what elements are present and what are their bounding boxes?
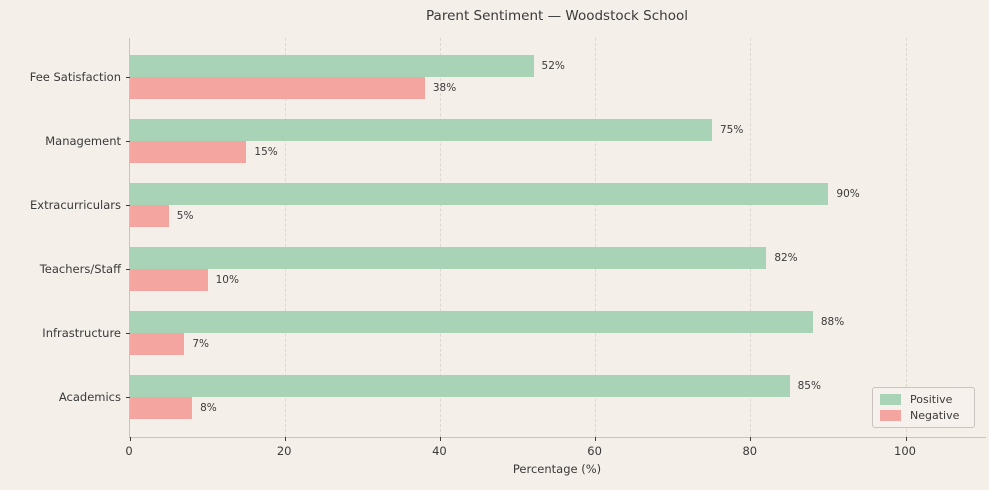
x-tick-label: 80 <box>742 444 758 458</box>
bar-positive <box>130 183 829 205</box>
y-tick <box>126 204 130 206</box>
bar-value-label: 90% <box>836 188 860 200</box>
y-tick <box>126 268 130 270</box>
legend-label-negative: Negative <box>910 409 960 422</box>
bar-negative <box>130 141 247 163</box>
x-tick-label: 20 <box>276 444 292 458</box>
x-tick <box>129 437 131 441</box>
bar-positive <box>130 375 790 397</box>
category-label: Management <box>45 134 121 148</box>
bar-negative <box>130 333 185 355</box>
x-tick-label: 60 <box>587 444 602 458</box>
bar-negative <box>130 77 425 99</box>
bar-positive <box>130 311 813 333</box>
gridline <box>750 38 752 437</box>
bar-positive <box>130 55 534 77</box>
y-tick <box>126 332 130 334</box>
gridline <box>284 38 286 437</box>
legend: Positive Negative <box>872 387 975 428</box>
category-label: Academics <box>58 390 121 404</box>
y-tick <box>126 140 130 142</box>
x-tick-label: 100 <box>894 444 916 458</box>
x-axis-label: Percentage (%) <box>512 462 602 476</box>
bar-value-label: 5% <box>176 210 194 222</box>
bar-value-label: 75% <box>720 124 744 136</box>
bar-value-label: 7% <box>192 338 209 350</box>
legend-swatch-negative <box>880 410 901 421</box>
bar-value-label: 88% <box>820 316 845 328</box>
category-label: Fee Satisfaction <box>29 70 121 84</box>
bar-negative <box>130 205 169 227</box>
bar-value-label: 15% <box>254 146 278 158</box>
bar-negative <box>130 397 193 419</box>
y-tick <box>126 76 130 78</box>
legend-label-positive: Positive <box>910 393 953 406</box>
bar-value-label: 52% <box>541 60 565 72</box>
bar-positive <box>130 247 767 269</box>
gridline <box>905 38 907 437</box>
legend-item-negative: Negative <box>880 409 967 422</box>
x-tick-label: 40 <box>432 444 447 458</box>
bar-negative <box>130 269 208 291</box>
gridline <box>595 38 597 437</box>
y-tick <box>126 396 130 398</box>
bar-value-label: 8% <box>200 402 217 414</box>
x-tick <box>905 437 907 441</box>
bar-value-label: 10% <box>215 274 239 286</box>
x-tick <box>439 437 441 441</box>
chart-title: Parent Sentiment — Woodstock School <box>426 8 688 24</box>
x-tick <box>750 437 752 441</box>
bar-value-label: 38% <box>432 82 457 94</box>
bar-positive <box>130 119 712 141</box>
bar-value-label: 82% <box>774 252 798 264</box>
plot-area: 52% 38% 75% 15% 90% 5% 82% 10% 88% 7% 85% 8% <box>126 38 986 441</box>
category-label: Extracurriculars <box>30 198 121 212</box>
bar-value-label: 85% <box>797 380 821 392</box>
category-label: Teachers/Staff <box>39 262 121 276</box>
legend-swatch-positive <box>880 394 901 405</box>
x-tick <box>284 437 286 441</box>
category-label: Infrastructure <box>42 326 121 340</box>
legend-item-positive: Positive <box>880 393 967 406</box>
gridline <box>439 38 441 437</box>
x-tick-label: 0 <box>125 444 133 458</box>
x-tick <box>595 437 597 441</box>
